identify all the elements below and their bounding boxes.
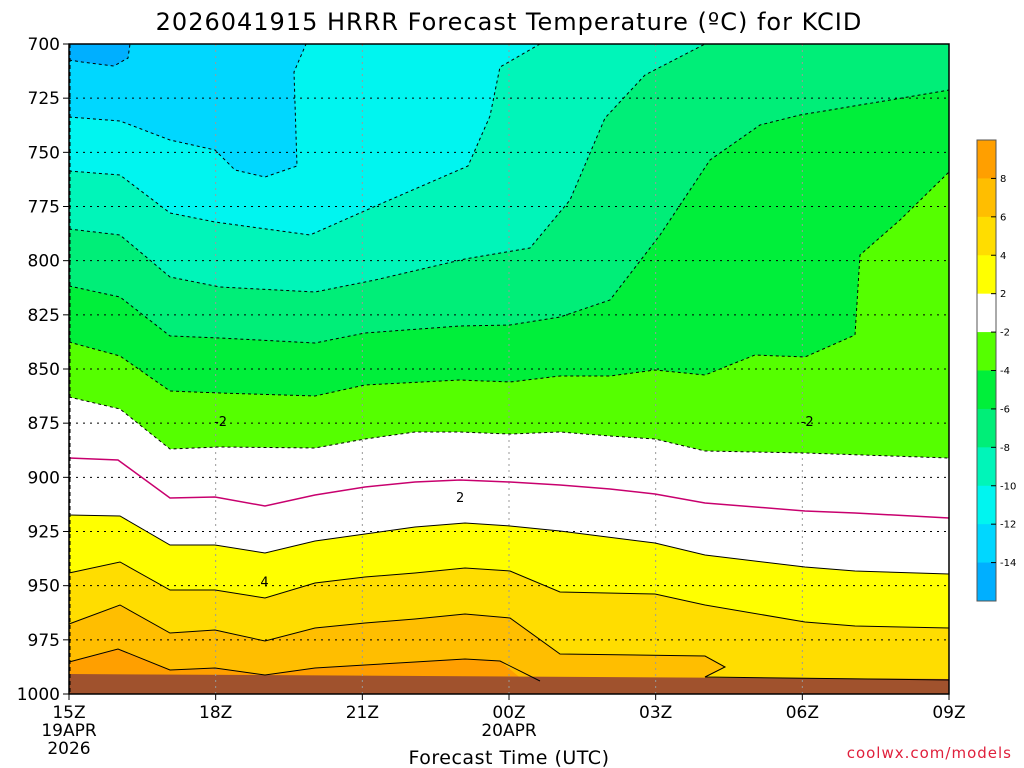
- colorbar-swatch: [977, 408, 996, 448]
- y-tick-label: 750: [28, 143, 60, 163]
- colorbar-swatch: [977, 485, 996, 525]
- contour-label: -2: [214, 415, 227, 430]
- colorbar-label: -8: [1000, 443, 1010, 454]
- colorbar-label: -6: [1000, 404, 1010, 415]
- y-tick-label: 900: [28, 468, 60, 488]
- x-tick-label: 18Z: [199, 703, 232, 723]
- contour-m14: [68, 43, 307, 178]
- y-tick-label: 1000: [17, 685, 60, 705]
- x-tick-label: 00Z: [492, 703, 525, 723]
- chart-title: 2026041915 HRRR Forecast Temperature (ºC…: [156, 8, 863, 36]
- y-tick-label: 950: [28, 577, 60, 597]
- credit-text: coolwx.com/models: [847, 744, 1012, 762]
- colorbar-swatch: [977, 293, 996, 333]
- colorbar-swatch: [977, 370, 996, 410]
- y-tick-label: 875: [28, 414, 60, 434]
- plot-area: -2 -2 2 4: [68, 43, 950, 695]
- freezing-contour-line: [68, 457, 950, 519]
- x-axis-label: Forecast Time (UTC): [409, 747, 610, 768]
- x-tick-year: 2026: [47, 739, 90, 759]
- contour-p6: [68, 604, 950, 681]
- colorbar-label: 2: [1000, 289, 1006, 300]
- colorbar-swatch: [977, 447, 996, 487]
- contour-label: 4: [260, 575, 268, 590]
- colorbar-swatch: [977, 178, 996, 218]
- x-tick-label: 21Z: [346, 703, 379, 723]
- y-tick-label: 800: [28, 252, 60, 272]
- y-tick-label: 850: [28, 360, 60, 380]
- colorbar-swatch: [977, 332, 996, 371]
- colorbar-legend: 8 6 4 2 -2 -4 -6 -8 -10 -12 -14: [976, 139, 1016, 602]
- colorbar-swatch: [977, 140, 996, 179]
- x-tick-label: 06Z: [786, 703, 819, 723]
- colorbar-swatch: [977, 524, 996, 564]
- contour-label: 2: [456, 491, 464, 506]
- colorbar-label: -4: [1000, 366, 1010, 377]
- x-tick-label: 15Z: [52, 703, 85, 723]
- y-tick-label: 825: [28, 306, 60, 326]
- colorbar-swatch: [977, 216, 996, 256]
- y-tick-label: 775: [28, 198, 60, 218]
- colorbar-label: -2: [1000, 328, 1010, 339]
- colorbar-label: -10: [1000, 481, 1016, 492]
- y-axis: 700 725 750 775 800 825 850 875 900 925 950 975 1000: [17, 35, 69, 705]
- contour-m10: [68, 43, 706, 293]
- positive-contours: [68, 514, 950, 682]
- ground-fill: [69, 674, 949, 694]
- contour-label: -2: [801, 415, 814, 430]
- contour-m6: [68, 171, 950, 397]
- x-tick-label: 09Z: [932, 703, 965, 723]
- colorbar-label: -12: [1000, 520, 1016, 531]
- y-tick-label: 975: [28, 631, 60, 651]
- negative-contours: [68, 43, 950, 459]
- contour-p4: [68, 561, 950, 629]
- colorbar-label: 6: [1000, 212, 1006, 223]
- x-tick-label: 03Z: [639, 703, 672, 723]
- contour-m8: [68, 89, 950, 344]
- y-tick-label: 700: [28, 35, 60, 55]
- colorbar-label: -14: [1000, 558, 1016, 569]
- contour-m16: [68, 43, 131, 67]
- x-tick-date: 19APR: [41, 721, 97, 741]
- contour-labels: -2 -2 2 4: [214, 415, 814, 590]
- contour-p2: [68, 514, 950, 575]
- vertical-grid: [215, 44, 803, 694]
- colorbar-label: 4: [1000, 251, 1006, 262]
- band-fill-m16: [69, 44, 130, 66]
- contour-m4: [68, 396, 950, 459]
- contour-p8: [68, 648, 541, 682]
- x-tick-date: 20APR: [481, 721, 537, 741]
- colorbar-swatch: [977, 562, 996, 602]
- y-tick-label: 925: [28, 523, 60, 543]
- colorbar-swatch: [977, 255, 996, 295]
- colorbar-label: 8: [1000, 174, 1006, 185]
- y-tick-label: 725: [28, 89, 60, 109]
